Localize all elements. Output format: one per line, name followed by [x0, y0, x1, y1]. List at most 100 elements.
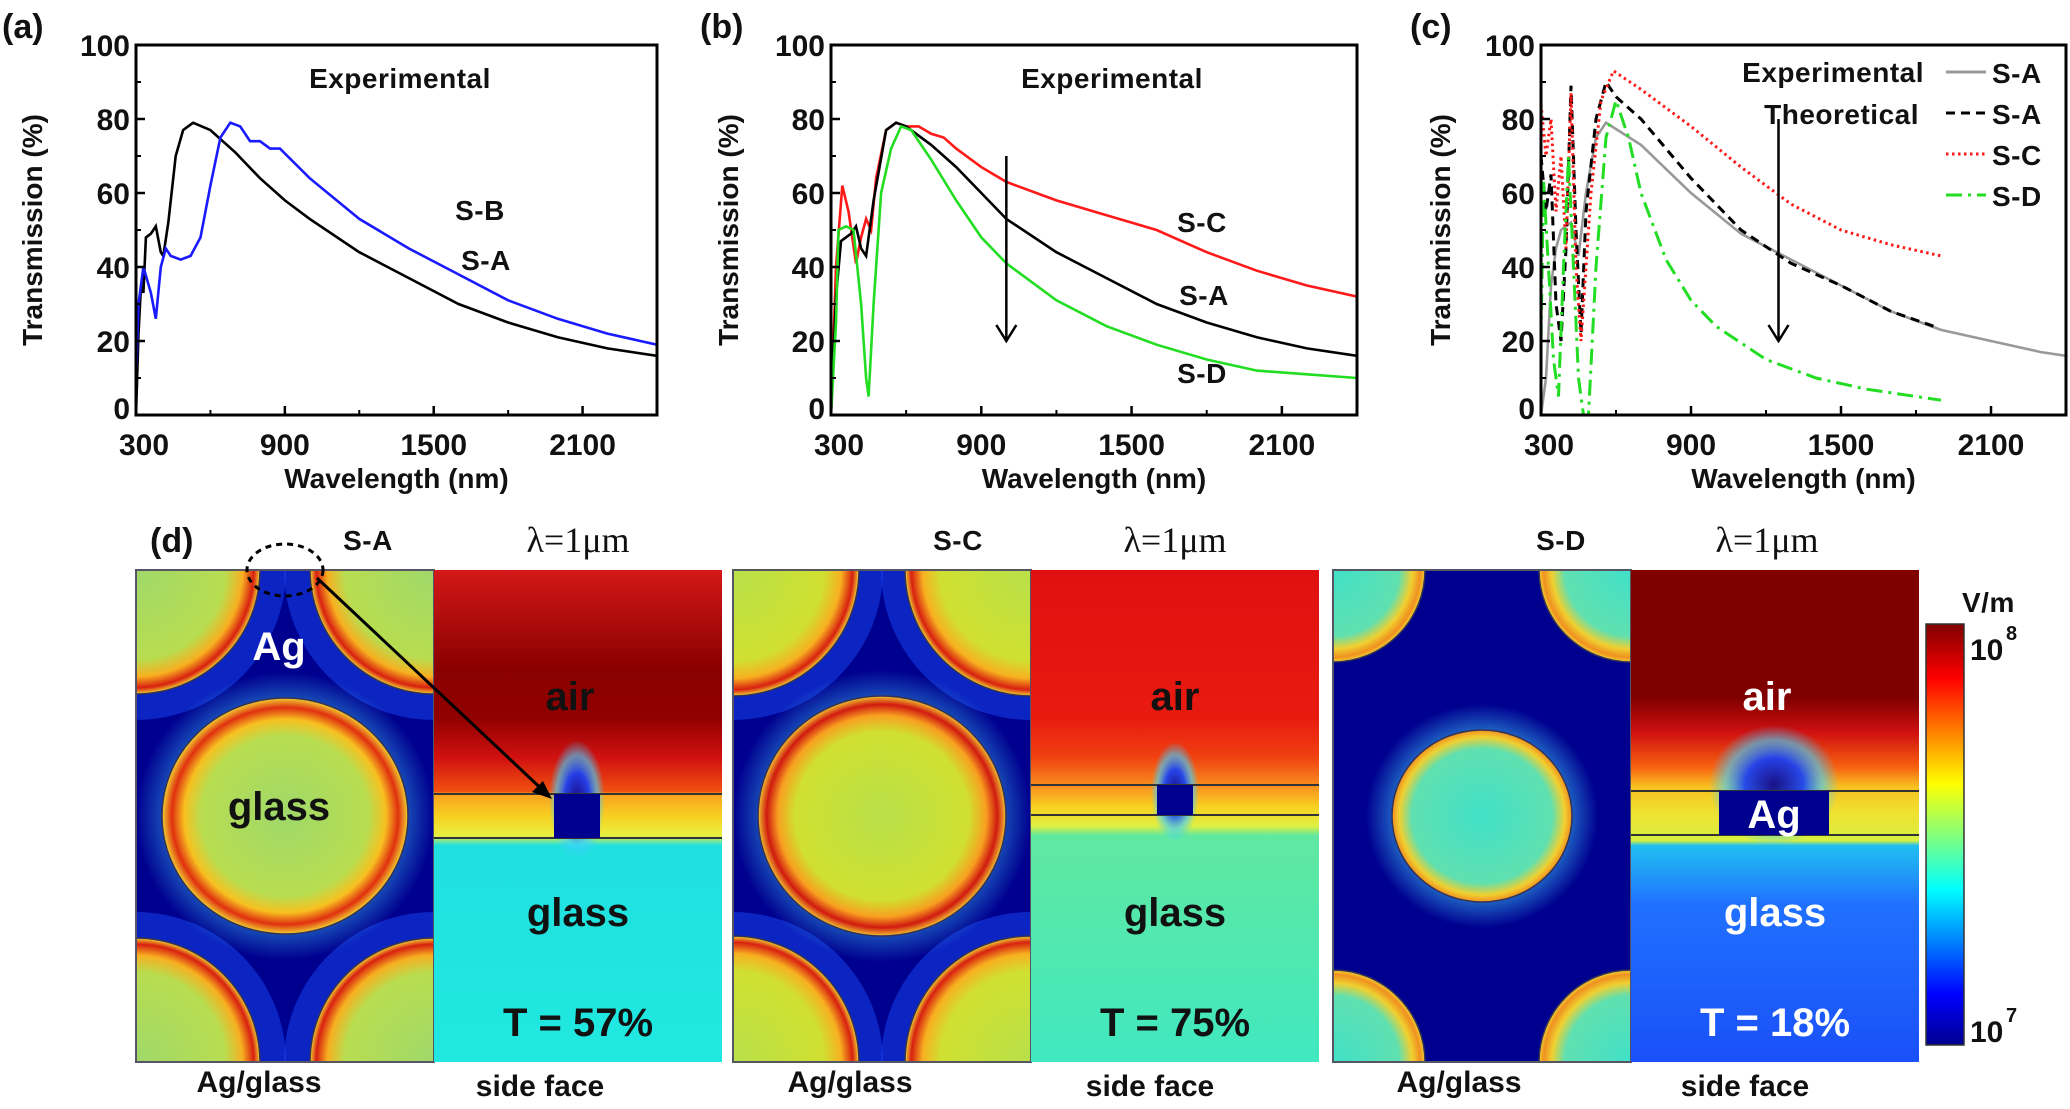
y-axis-label: Transmission (%) — [17, 114, 48, 346]
sample-title-s-c: S-C — [933, 525, 983, 556]
side-face-map-s-d: air Ag glass T = 18% — [1631, 570, 1919, 1062]
x-tick-label: 300 — [814, 429, 864, 462]
zoom-arrow-head — [532, 781, 552, 799]
chart-a: (a) 300 900 1500 2100 0 20 40 60 80 100 Wavelength … — [2, 8, 659, 494]
hole-pattern — [732, 569, 1032, 1063]
zoom-arrow — [315, 576, 550, 797]
colorbar-max-exponent: 8 — [2006, 623, 2017, 645]
series-line-s-b-solid — [136, 121, 657, 379]
glass-label: glass — [1124, 891, 1226, 935]
side-face-map-s-c: air glass T = 75% — [1031, 570, 1319, 1062]
y-tick-label: 20 — [97, 326, 130, 359]
legend-label: S-D — [1992, 181, 2042, 212]
annotation-experimental: Experimental — [1742, 57, 1924, 88]
glass-hole — [757, 695, 1007, 937]
x-tick-label: 900 — [1666, 429, 1716, 462]
series-label-s-d: S-D — [1177, 358, 1227, 389]
chart-b: (b) 300 900 1500 2100 0 20 40 60 80 100 Wavelength … — [700, 8, 1359, 494]
legend-label: S-A — [1992, 99, 2042, 130]
caption-side-face: side face — [476, 1070, 604, 1103]
glass-hole-corner — [904, 569, 1032, 697]
colorbar-min-base: 10 — [1970, 1016, 2003, 1049]
wavelength-title-s-c: λ=1μm — [1123, 520, 1226, 560]
glass-hole-corner — [1538, 969, 1632, 1063]
series-label-s-a: S-A — [461, 245, 511, 276]
glass-label: glass — [228, 785, 330, 829]
x-tick-label: 300 — [119, 429, 169, 462]
transmission-value: T = 18% — [1700, 1001, 1850, 1045]
y-tick-label: 0 — [808, 393, 825, 426]
y-tick-label: 100 — [775, 30, 825, 63]
caption-side-face: side face — [1086, 1070, 1214, 1103]
y-tick-label: 0 — [1518, 393, 1535, 426]
x-tick-label: 1500 — [1098, 429, 1165, 462]
y-tick-label: 60 — [792, 178, 825, 211]
y-tick-label: 80 — [97, 104, 130, 137]
panel-label-d: (d) — [150, 522, 193, 560]
x-tick-label: 300 — [1524, 429, 1574, 462]
colorbar: V/m 10 8 10 7 — [1925, 587, 2017, 1049]
caption-ag-glass: Ag/glass — [196, 1066, 321, 1099]
y-axis-label: Transmission (%) — [1425, 114, 1456, 346]
zoom-region-marker — [245, 542, 325, 598]
x-tick-label: 900 — [956, 429, 1006, 462]
plot-frame — [134, 43, 659, 417]
sample-title-s-a: S-A — [343, 525, 393, 556]
x-tick-label: 1500 — [1808, 429, 1875, 462]
side-face-map-s-a: air glass T = 57% — [434, 570, 722, 1062]
y-tick-label: 60 — [1502, 178, 1535, 211]
x-tick-label: 2100 — [1248, 429, 1315, 462]
x-tick-label: 1500 — [400, 429, 467, 462]
trend-arrow-head — [995, 324, 1018, 344]
series-line-s-a-solid — [136, 121, 657, 415]
air-label: air — [1151, 675, 1200, 719]
ag-label: Ag — [252, 625, 305, 669]
caption-side-face: side face — [1681, 1070, 1809, 1103]
transmission-value: T = 57% — [503, 1001, 653, 1045]
series-label-s-b: S-B — [455, 195, 505, 226]
wavelength-title-s-a: λ=1μm — [526, 520, 629, 560]
chart-c: (c) 300 900 1500 2100 0 20 40 60 80 100 Wavelength … — [1410, 8, 2068, 494]
colorbar-max-base: 10 — [1970, 634, 2003, 667]
y-axis-label: Transmission (%) — [713, 114, 744, 346]
glass-label: glass — [1724, 891, 1826, 935]
glass-label: glass — [527, 891, 629, 935]
ag-glass-map-s-c — [732, 569, 1032, 1063]
y-tick-label: 100 — [80, 30, 130, 63]
y-tick-label: 60 — [97, 178, 130, 211]
x-axis-label: Wavelength (nm) — [1691, 463, 1916, 494]
series-label-s-c: S-C — [1177, 207, 1227, 238]
transmission-value: T = 75% — [1100, 1001, 1250, 1045]
wavelength-title-s-d: λ=1μm — [1715, 520, 1818, 560]
legend-label: S-C — [1992, 140, 2042, 171]
glass-hole-corner — [732, 569, 860, 697]
glass-hole — [1391, 729, 1573, 903]
ag-glass-map-s-a: Ag glass — [135, 542, 435, 1063]
y-tick-label: 20 — [1502, 326, 1535, 359]
annotation-theoretical: Theoretical — [1764, 99, 1919, 130]
colorbar-gradient — [1925, 623, 1965, 1046]
glass-hole — [161, 697, 409, 935]
ag-label: Ag — [1747, 793, 1800, 837]
y-tick-label: 100 — [1485, 30, 1535, 63]
glass-hole-corner — [309, 937, 435, 1063]
field-maps: (d) S-A λ=1μm Ag glass air glass T = 57%… — [135, 520, 2017, 1103]
x-axis-label: Wavelength (nm) — [982, 463, 1207, 494]
y-tick-label: 40 — [97, 252, 130, 285]
glass-hole-corner — [1538, 569, 1632, 663]
y-tick-label: 20 — [792, 326, 825, 359]
colorbar-unit: V/m — [1962, 587, 2015, 618]
series-line-s-d-dashdot — [1541, 95, 1942, 415]
x-tick-label: 900 — [260, 429, 310, 462]
colorbar-min-exponent: 7 — [2006, 1005, 2017, 1027]
panel-label: (a) — [2, 8, 44, 46]
annotation-experimental: Experimental — [309, 63, 491, 94]
x-axis-label: Wavelength (nm) — [284, 463, 509, 494]
glass-hole-corner — [1332, 569, 1426, 663]
series-line-s-a-dashed — [1541, 78, 1934, 342]
glass-hole-corner — [732, 935, 860, 1063]
plot-frame — [829, 43, 1359, 417]
y-tick-label: 80 — [1502, 104, 1535, 137]
caption-ag-glass: Ag/glass — [1396, 1066, 1521, 1099]
